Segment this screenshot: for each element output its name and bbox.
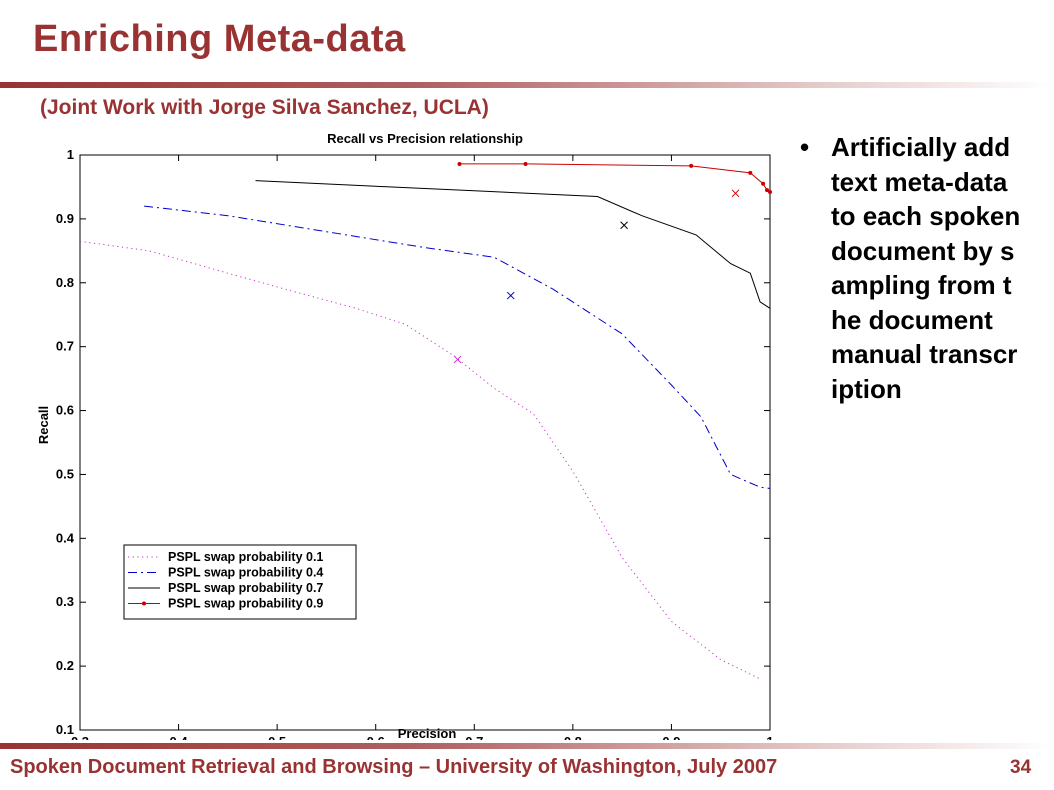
plot-frame xyxy=(79,154,771,731)
y-tick-label: 0.3 xyxy=(56,594,74,609)
legend-label: PSPL swap probability 0.1 xyxy=(168,550,323,564)
y-tick-label: 0.1 xyxy=(56,722,74,737)
chart-title: Recall vs Precision relationship xyxy=(327,131,523,146)
legend-label: PSPL swap probability 0.4 xyxy=(168,566,323,580)
series-line-2 xyxy=(144,205,771,489)
series-point xyxy=(768,190,772,195)
footer-text: Spoken Document Retrieval and Browsing –… xyxy=(10,756,778,778)
chart-legend: PSPL swap probability 0.1 PSPL swap proba… xyxy=(123,544,357,620)
slide-title: Enriching Meta-data xyxy=(33,18,406,60)
cross-marker-1 xyxy=(453,355,462,364)
recall-precision-chart: Recall vs Precision relationship Precisi… xyxy=(36,131,774,740)
y-axis-label: Recall xyxy=(36,406,51,444)
x-tick-label: 0.9 xyxy=(662,734,680,740)
y-tick-label: 0.7 xyxy=(56,339,74,354)
x-tick-label: 0.3 xyxy=(71,734,89,740)
x-tick-label: 0.7 xyxy=(465,734,483,740)
cross-marker-4 xyxy=(731,189,740,198)
series-point xyxy=(748,170,753,175)
series-point xyxy=(523,161,528,166)
x-tick-label: 0.6 xyxy=(367,734,385,740)
series-layer xyxy=(79,161,772,680)
y-tick-label: 0.6 xyxy=(56,403,74,418)
legend-label: PSPL swap probability 0.7 xyxy=(168,581,323,595)
y-tick-label: 0.9 xyxy=(56,211,74,226)
series-point xyxy=(761,181,766,186)
series-point xyxy=(765,188,770,193)
page-number: 34 xyxy=(1010,757,1032,778)
series-point xyxy=(689,163,694,168)
y-tick-label: 1 xyxy=(67,147,74,162)
series-line-3 xyxy=(255,180,771,309)
x-tick-label: 0.4 xyxy=(170,734,189,740)
bullet-dot: • xyxy=(800,132,810,162)
axis-ticks: 0.3 0.4 0.5 0.6 0.7 0.8 0.9 1 0.1 0.2 0.3 0.4 0.5 0.6… xyxy=(56,147,774,740)
legend-box xyxy=(123,544,357,620)
series-line-1 xyxy=(79,240,761,680)
x-tick-label: 0.5 xyxy=(268,734,286,740)
slide-subtitle: (Joint Work with Jorge Silva Sanchez, UC… xyxy=(40,96,489,119)
x-tick-label: 0.8 xyxy=(564,734,582,740)
x-tick-label: 1 xyxy=(766,734,773,740)
y-tick-label: 0.5 xyxy=(56,466,74,481)
series-point xyxy=(457,161,462,166)
y-tick-label: 0.2 xyxy=(56,658,74,673)
legend-swatch-dot xyxy=(142,601,146,606)
legend-label: PSPL swap probability 0.9 xyxy=(168,597,323,611)
title-divider xyxy=(0,82,1054,88)
x-axis-label: Precision xyxy=(398,726,457,740)
footer-divider xyxy=(0,743,1054,749)
y-tick-label: 0.4 xyxy=(56,530,75,545)
bullet-text: Artificially add text meta-data to each … xyxy=(831,132,1021,404)
cross-marker-2 xyxy=(506,291,515,300)
y-tick-label: 0.8 xyxy=(56,275,74,290)
cross-marker-3 xyxy=(620,221,628,230)
